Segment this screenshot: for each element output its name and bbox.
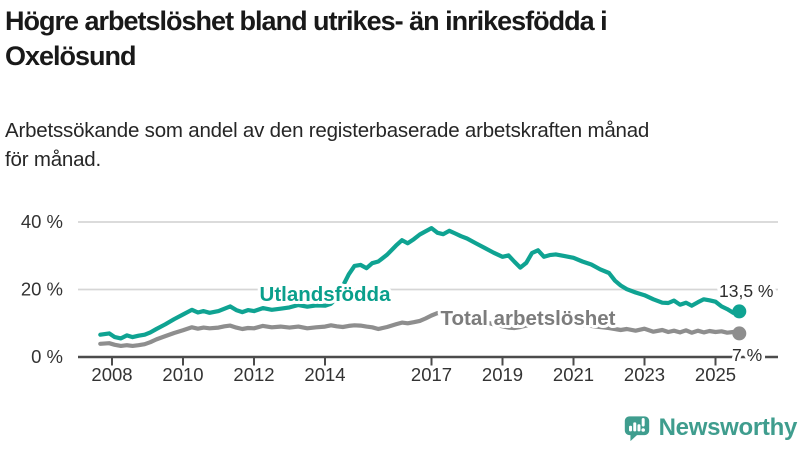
line-chart-canvas: 2008 2010 2012 2014 2017 2019 2021 2023 2025 0 % 2… (21, 211, 778, 385)
y-tick-label: 40 % (21, 211, 63, 232)
chart-title: Högre arbetslöshet bland utrikes- än inr… (5, 4, 608, 74)
chart-title-line: Högre arbetslöshet bland utrikes- än inr… (5, 6, 608, 36)
newsworthy-brand-text: Newsworthy (658, 414, 798, 441)
y-tick-label: 0 % (31, 346, 63, 367)
x-tick-label: 2019 (482, 364, 523, 385)
x-tick-label: 2010 (162, 364, 203, 385)
unemployment-line-chart: 2008 2010 2012 2014 2017 2019 2021 2023 2025 0 % 2… (0, 195, 800, 407)
x-tick-label: 2017 (411, 364, 452, 385)
end-value-label-0: 7 % (732, 345, 762, 365)
chart-subtitle-line: för månad. (5, 148, 101, 171)
chart-subtitle-line: Arbetssökande som andel av den registerb… (5, 119, 650, 142)
end-value-label-1: 13,5 % (719, 281, 773, 301)
series-label-1: Utlandsfödda (260, 283, 392, 306)
chart-title-line: Oxelösund (5, 41, 137, 71)
x-tick-label: 2025 (695, 364, 736, 385)
y-tick-label: 20 % (21, 279, 63, 300)
newsworthy-logo-icon (624, 415, 649, 441)
series-end-dot-0 (732, 326, 747, 341)
chart-subtitle: Arbetssökande som andel av den registerb… (5, 116, 649, 174)
series-end-dot-1 (732, 304, 747, 319)
newsworthy-brand-link[interactable]: Newsworthy (622, 411, 797, 445)
series-line-0 (98, 310, 742, 348)
x-tick-label: 2021 (553, 364, 594, 385)
series-line-1 (98, 226, 742, 341)
x-tick-label: 2014 (304, 364, 345, 385)
x-tick-label: 2023 (624, 364, 665, 385)
x-tick-label: 2008 (91, 364, 132, 385)
x-tick-label: 2012 (233, 364, 274, 385)
series-label-0: Total arbetslöshet (440, 307, 615, 330)
